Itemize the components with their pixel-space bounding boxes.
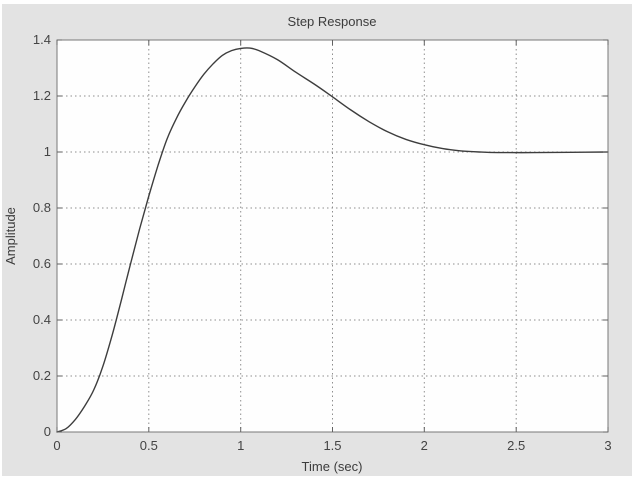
y-tick-label: 0.6: [33, 256, 51, 271]
x-tick-label: 1: [237, 438, 244, 453]
y-tick-label: 1.2: [33, 88, 51, 103]
x-tick-label: 2.5: [507, 438, 525, 453]
plot-area: [57, 40, 608, 432]
x-tick-label: 2: [421, 438, 428, 453]
series-curves: [56, 47, 609, 433]
y-tick-label: 0.4: [33, 312, 51, 327]
y-tick-label: 1.4: [33, 32, 51, 47]
y-axis-label: Amplitude: [3, 207, 18, 265]
response-curve: [56, 47, 609, 433]
y-tick-label: 0.8: [33, 200, 51, 215]
chart-title: Step Response: [288, 14, 377, 29]
x-tick-label: 1.5: [323, 438, 341, 453]
x-axis-label: Time (sec): [302, 459, 363, 474]
y-tick-label: 0.2: [33, 368, 51, 383]
x-tick-label: 0: [53, 438, 60, 453]
tick-labels: 0 0.5 1 1.5 2 2.5 3 0 0.2 0.4 0.6 0.8 1 1.2 1.4: [33, 32, 612, 453]
y-tick-label: 0: [44, 424, 51, 439]
x-tick-label: 0.5: [140, 438, 158, 453]
y-tick-label: 1: [44, 144, 51, 159]
tick-marks: [56, 39, 609, 433]
x-tick-label: 3: [604, 438, 611, 453]
